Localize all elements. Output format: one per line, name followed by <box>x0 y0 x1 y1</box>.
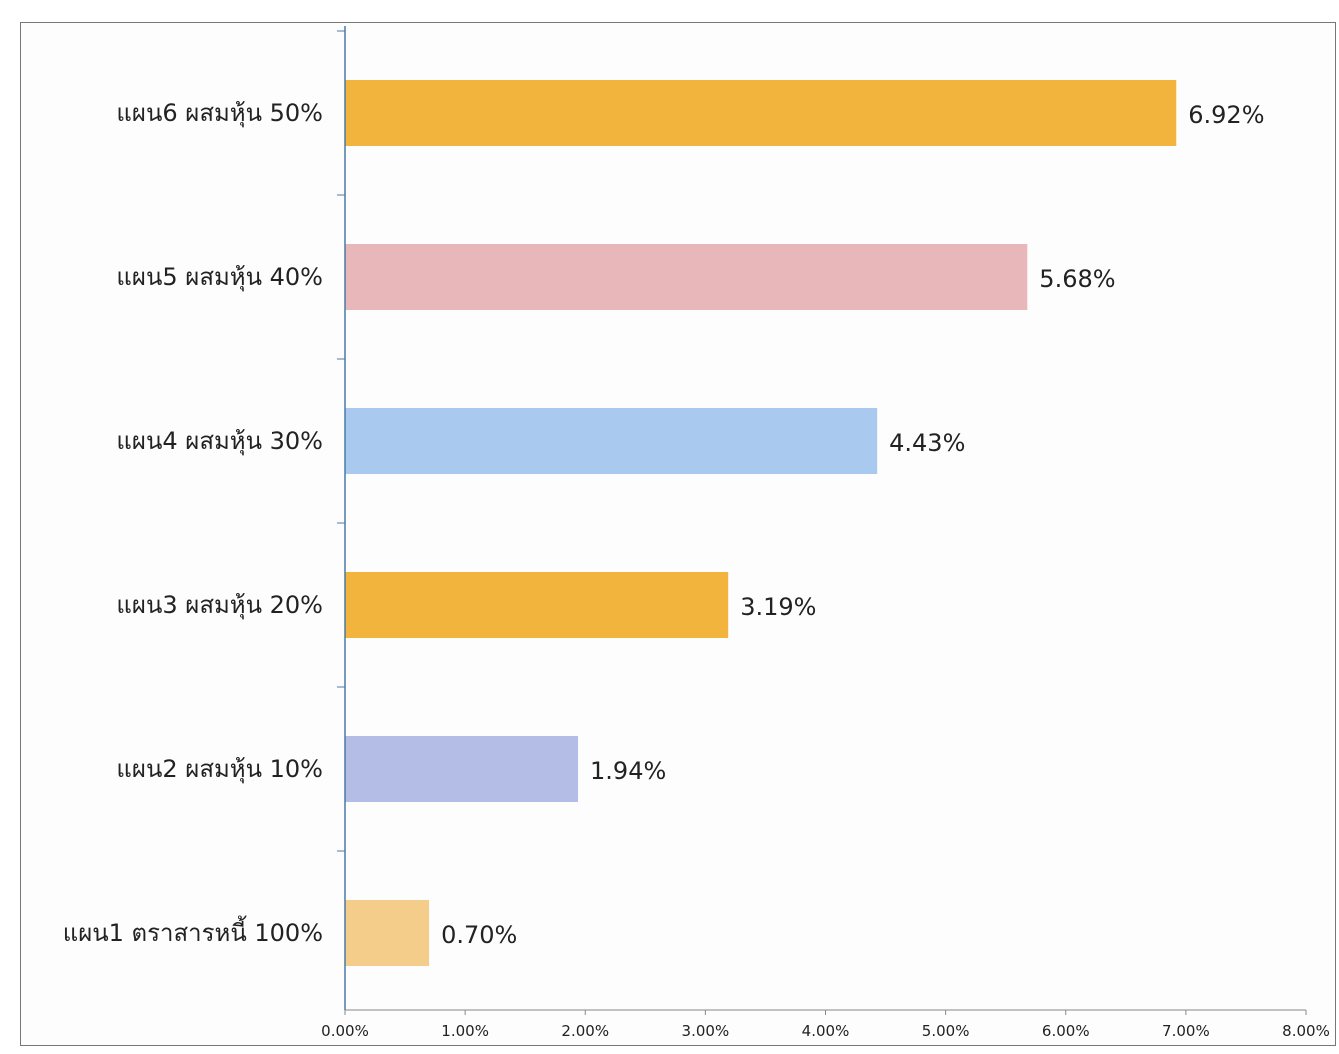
value-label: 1.94% <box>590 757 666 785</box>
bar <box>345 736 579 802</box>
bar <box>345 408 878 474</box>
value-label: 6.92% <box>1188 101 1264 129</box>
category-label: แผน3 ผสมหุ้น 20% <box>116 591 323 620</box>
category-label: แผน5 ผสมหุ้น 40% <box>116 263 323 292</box>
x-tick-label: 7.00% <box>1162 1022 1210 1040</box>
x-tick-label: 5.00% <box>922 1022 970 1040</box>
value-label: 5.68% <box>1039 265 1115 293</box>
value-label: 4.43% <box>889 429 965 457</box>
x-tick-label: 4.00% <box>802 1022 850 1040</box>
value-label: 0.70% <box>441 921 517 949</box>
bar <box>345 244 1028 310</box>
category-label: แผน6 ผสมหุ้น 50% <box>116 99 323 128</box>
bars-layer <box>345 80 1177 966</box>
value-label: 3.19% <box>740 593 816 621</box>
x-tick-label: 1.00% <box>441 1022 489 1040</box>
category-label: แผน2 ผสมหุ้น 10% <box>116 755 323 784</box>
x-tick-label: 8.00% <box>1282 1022 1330 1040</box>
x-tick-label: 6.00% <box>1042 1022 1090 1040</box>
bar <box>345 900 430 966</box>
chart-frame <box>20 22 1336 1046</box>
bar <box>345 80 1177 146</box>
x-tick-label: 0.00% <box>321 1022 369 1040</box>
bar <box>345 572 729 638</box>
axis-layer: 0.00% 1.00% 2.00% 3.00% 4.00% 5.00% 6.00% 7.00%… <box>321 26 1330 1040</box>
labels-layer: แผน6 ผสมหุ้น 50% 6.92% แผน5 ผสมหุ้น 40% 5.6… <box>63 99 1265 949</box>
category-label: แผน1 ตราสารหนี้ 100% <box>63 915 323 947</box>
category-label: แผน4 ผสมหุ้น 30% <box>116 427 323 456</box>
x-tick-label: 2.00% <box>561 1022 609 1040</box>
x-tick-label: 3.00% <box>682 1022 730 1040</box>
